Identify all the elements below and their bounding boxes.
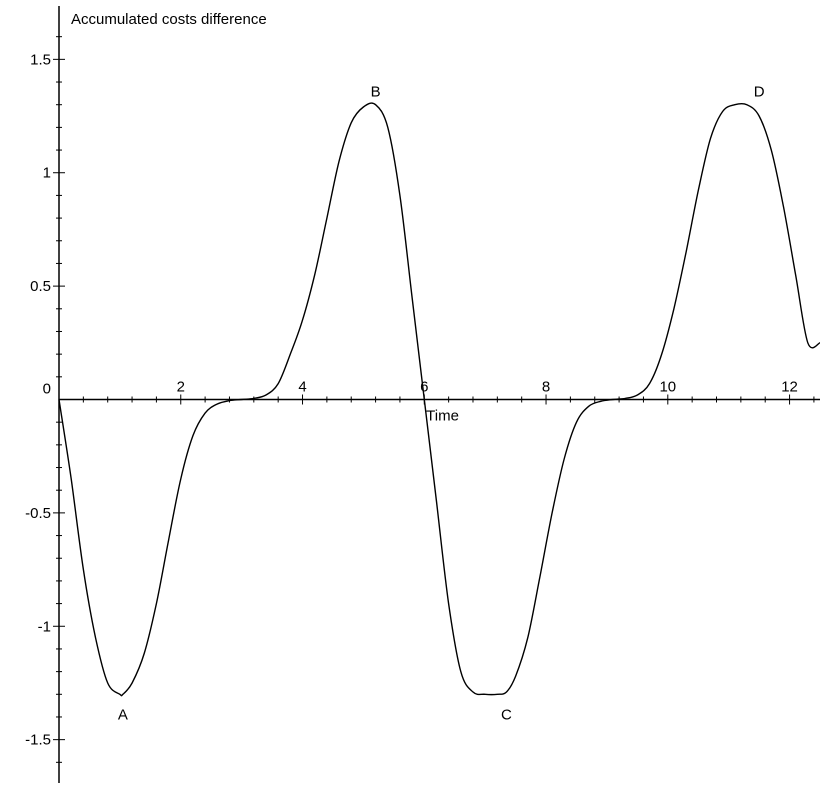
- x-tick-label: 4: [298, 379, 306, 396]
- point-label-c: C: [501, 706, 512, 723]
- point-labels: A B C D: [118, 84, 765, 724]
- x-tick-label: 10: [659, 379, 676, 396]
- y-tick-label: 1: [43, 165, 51, 182]
- y-tick-label: -1: [38, 618, 51, 635]
- point-label-b: B: [371, 84, 381, 101]
- y-tick-label: -1.5: [25, 732, 51, 749]
- x-tick-label: 2: [177, 379, 185, 396]
- y-tick-label: 1.5: [30, 51, 51, 68]
- x-tick-label: 8: [542, 379, 550, 396]
- y-axis-title: Accumulated costs difference: [71, 11, 267, 28]
- axes: [58, 6, 820, 783]
- x-axis-title: Time: [426, 408, 459, 425]
- x-tick-label: 12: [781, 379, 798, 396]
- ticks: 2 4 6 8 10 12 1.5 1 0.5 -0.5 -1 -1.5: [25, 36, 815, 763]
- point-label-d: D: [754, 84, 765, 101]
- y-tick-label: 0.5: [30, 278, 51, 295]
- point-label-a: A: [118, 706, 128, 723]
- series-line: [58, 102, 820, 697]
- x-tick-label: 6: [420, 379, 428, 396]
- origin-label: 0: [43, 381, 51, 398]
- y-tick-label: -0.5: [25, 505, 51, 522]
